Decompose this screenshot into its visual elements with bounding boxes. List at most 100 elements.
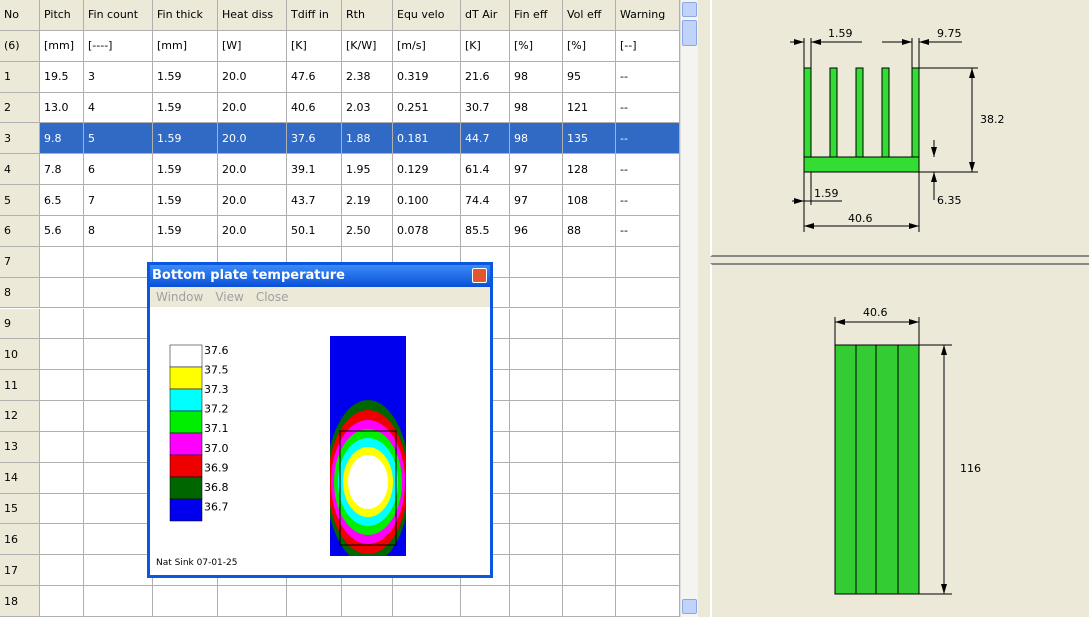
temperature-window: Bottom plate temperature Window View Close… [147, 262, 493, 578]
data-cell: 40.6 [287, 92, 342, 124]
empty-cell [616, 246, 680, 278]
empty-cell [510, 524, 563, 556]
data-cell: 21.6 [461, 61, 510, 93]
results-grid: No Pitch Fin count Fin thick Heat diss Tdiff … [0, 0, 697, 617]
row-number: 18 [0, 586, 40, 617]
row-number: 11 [0, 370, 40, 402]
empty-cell [40, 308, 84, 340]
dim-width: 40.6 [863, 306, 888, 319]
empty-cell [40, 339, 84, 371]
row-number: 7 [0, 246, 40, 278]
menu-bar: Window View Close [150, 287, 490, 307]
unit-cell: [W] [218, 30, 287, 62]
data-cell: 108 [563, 185, 616, 216]
menu-item: Window [156, 290, 204, 304]
data-cell: 2.38 [342, 61, 393, 93]
data-cell: 1.95 [342, 154, 393, 186]
scroll-thumb[interactable] [682, 20, 697, 46]
data-cell: 61.4 [461, 154, 510, 186]
legend-label: 37.1 [204, 422, 229, 435]
unit-cell: [%] [563, 30, 616, 62]
empty-cell [84, 246, 153, 278]
legend-swatch [169, 366, 203, 390]
empty-cell [40, 370, 84, 402]
column-header: dT Air [461, 0, 510, 31]
unit-cell: [mm] [153, 30, 218, 62]
data-cell: 20.0 [218, 61, 287, 93]
empty-cell [84, 524, 153, 556]
close-button[interactable] [472, 268, 487, 283]
dim-fin-thick: 1.59 [828, 27, 853, 40]
legend-label: 36.8 [204, 481, 229, 494]
data-cell: 20.0 [218, 215, 287, 247]
data-cell: 97 [510, 185, 563, 216]
unit-cell: [m/s] [393, 30, 461, 62]
unit-cell: [K/W] [342, 30, 393, 62]
empty-cell [563, 401, 616, 432]
data-cell: 6.5 [40, 185, 84, 216]
data-cell: 20.0 [218, 123, 287, 155]
row-number: 12 [0, 401, 40, 432]
data-cell: 3 [84, 61, 153, 93]
data-cell: -- [616, 185, 680, 216]
data-cell: 85.5 [461, 215, 510, 247]
menu-item: Close [255, 290, 289, 304]
empty-cell [616, 586, 680, 617]
data-cell: 30.7 [461, 92, 510, 124]
row-number: 9 [0, 308, 40, 340]
empty-cell [84, 586, 153, 617]
legend-swatch [169, 344, 203, 368]
scroll-down[interactable] [682, 599, 697, 614]
empty-cell [287, 586, 342, 617]
empty-cell [40, 462, 84, 494]
data-cell: 0.251 [393, 92, 461, 124]
legend-swatch [169, 498, 203, 522]
row-number: 17 [0, 555, 40, 587]
legend-label: 36.9 [204, 461, 229, 474]
legend-swatch [169, 432, 203, 456]
empty-cell [84, 462, 153, 494]
row-number: 3 [0, 123, 40, 155]
data-cell: 121 [563, 92, 616, 124]
empty-cell [616, 555, 680, 587]
data-cell: -- [616, 123, 680, 155]
scrollbar[interactable] [680, 0, 698, 617]
legend-swatch [169, 388, 203, 412]
column-header: Vol eff [563, 0, 616, 31]
top-view-drawing: 40.6 116 [834, 306, 981, 595]
legend-swatch [169, 476, 203, 500]
row-number: 14 [0, 462, 40, 494]
empty-cell [563, 524, 616, 556]
data-cell: 1.59 [153, 92, 218, 124]
empty-cell [616, 308, 680, 340]
data-cell: 43.7 [287, 185, 342, 216]
legend-swatch [169, 410, 203, 434]
data-cell: 39.1 [287, 154, 342, 186]
profile-panel: 1.59 9.75 38.2 1.59 6.35 40.6 [710, 0, 1089, 257]
empty-cell [510, 308, 563, 340]
data-cell: 0.129 [393, 154, 461, 186]
profile-drawing: 1.59 9.75 38.2 1.59 6.35 40.6 [790, 27, 1005, 232]
column-header: Pitch [40, 0, 84, 31]
empty-cell [563, 586, 616, 617]
empty-cell [40, 524, 84, 556]
data-cell: 0.100 [393, 185, 461, 216]
empty-cell [84, 493, 153, 525]
data-cell: 128 [563, 154, 616, 186]
data-cell: 1.59 [153, 215, 218, 247]
data-cell: 1.59 [153, 154, 218, 186]
column-header: Fin eff [510, 0, 563, 31]
row-number: 8 [0, 277, 40, 309]
unit-cell: [K] [287, 30, 342, 62]
column-header: Equ velo [393, 0, 461, 31]
data-cell: -- [616, 154, 680, 186]
data-cell: 44.7 [461, 123, 510, 155]
data-cell: 4 [84, 92, 153, 124]
column-header: No [0, 0, 40, 31]
data-cell: 96 [510, 215, 563, 247]
empty-cell [616, 401, 680, 432]
data-cell: 1.59 [153, 185, 218, 216]
scroll-up[interactable] [682, 2, 697, 17]
empty-cell [40, 555, 84, 587]
